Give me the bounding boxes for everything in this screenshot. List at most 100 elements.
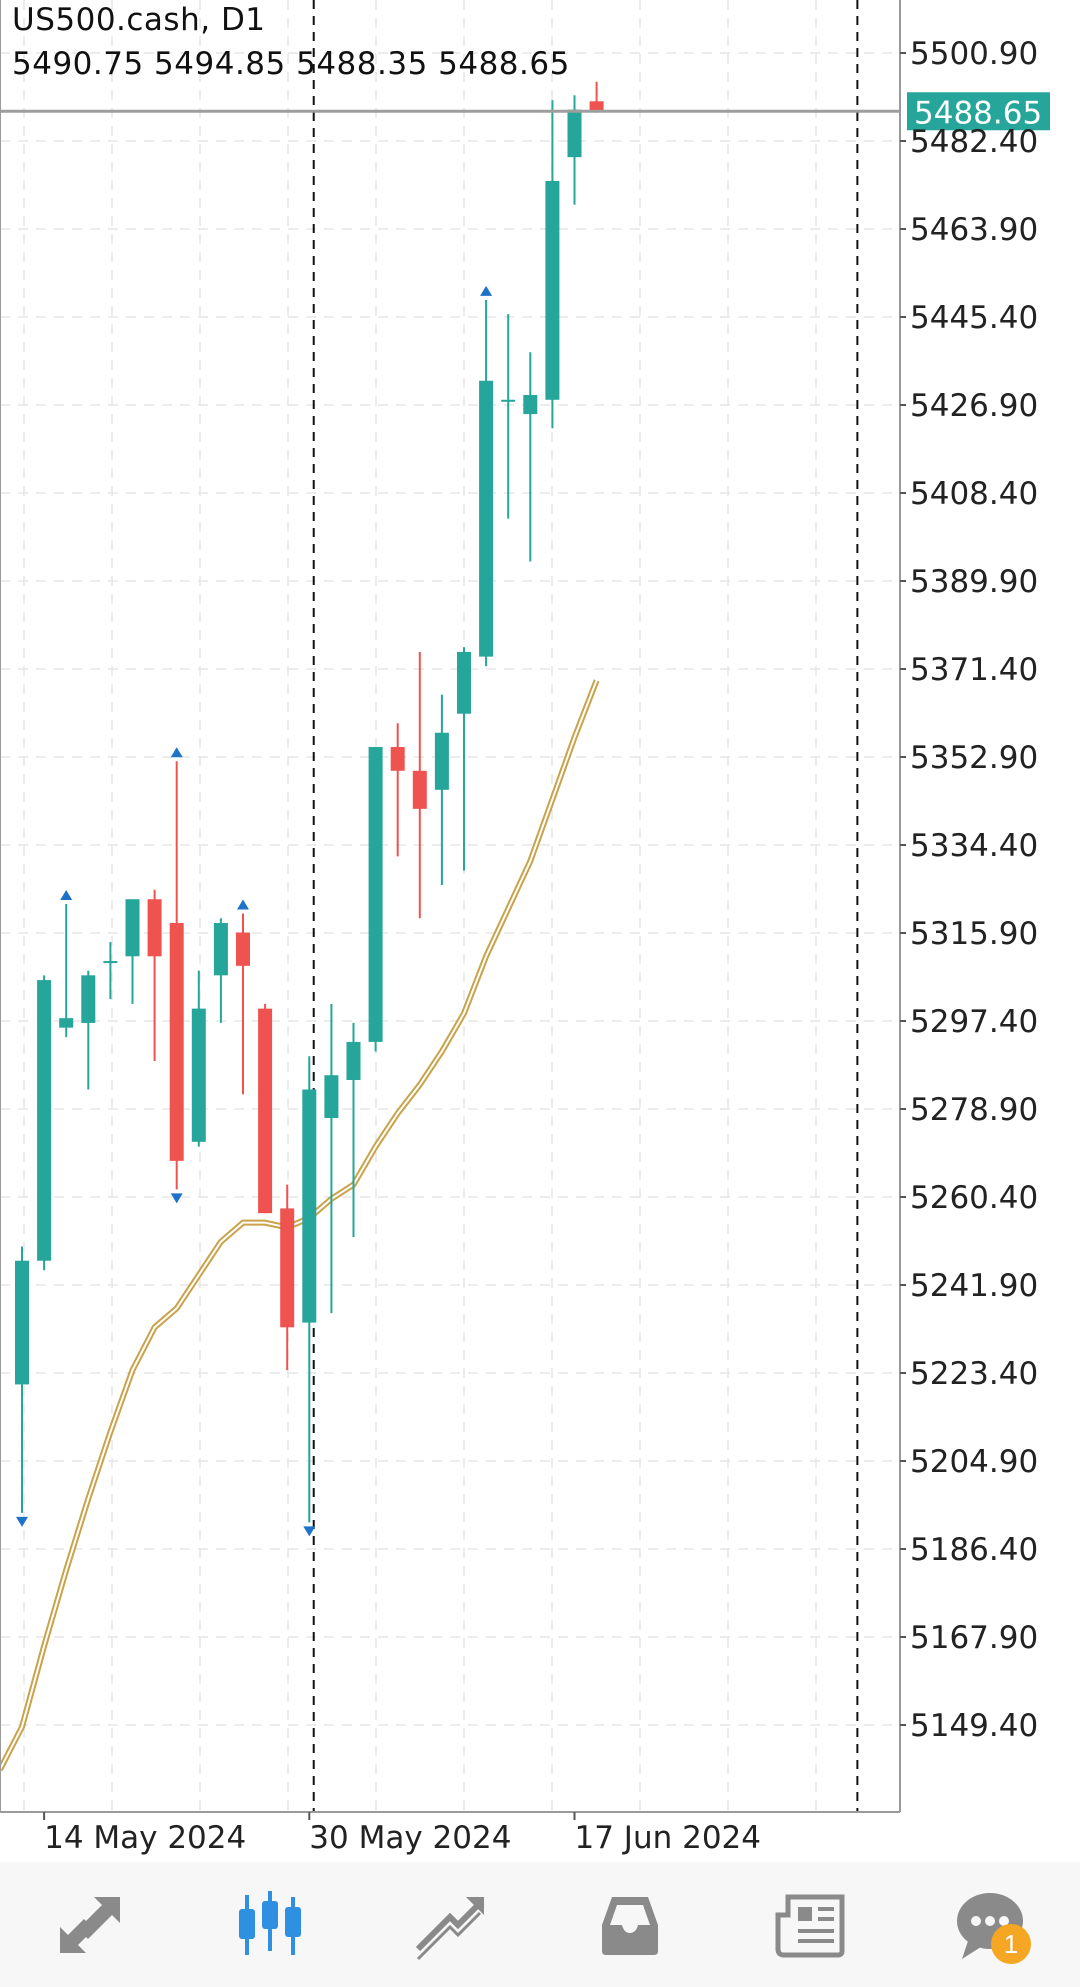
fractal-up-marker — [480, 285, 493, 296]
y-axis-tick-label: 5445.40 — [910, 300, 1038, 336]
candle — [213, 918, 228, 1023]
fractal-down-marker — [170, 1193, 183, 1204]
candle — [457, 647, 471, 871]
fractal-down-marker — [16, 1516, 28, 1527]
messages-badge: 1 — [991, 1923, 1031, 1964]
candle — [103, 942, 118, 1000]
chart-area[interactable]: 5488.65 5149.40 5167.90 5186.40 5204.90 5223… — [0, 0, 1080, 1862]
y-axis-tick-label: 5241.90 — [910, 1268, 1038, 1304]
bottom-navigation-bar: 1 — [0, 1862, 1080, 1987]
y-axis-tick-label: 5482.40 — [910, 124, 1038, 160]
y-axis-tick-label: 5426.90 — [910, 388, 1038, 424]
news-icon — [775, 1894, 845, 1957]
candle-body — [545, 180, 560, 400]
candle-body — [412, 770, 427, 809]
candle-body — [169, 923, 184, 1161]
nav-history-button[interactable] — [565, 1870, 695, 1980]
candle — [412, 651, 427, 919]
y-axis-tick-label: 5352.90 — [910, 740, 1038, 776]
candle-body — [236, 932, 250, 966]
y-axis-tick-label: 5204.90 — [910, 1444, 1038, 1480]
nav-trade-button[interactable] — [385, 1870, 515, 1980]
nav-quotes-button[interactable] — [25, 1870, 155, 1980]
candle-body — [191, 1008, 206, 1142]
candle — [37, 975, 52, 1271]
y-axis-tick-label: 5167.90 — [910, 1620, 1038, 1656]
candle — [59, 903, 74, 1038]
y-axis-tick-label: 5223.40 — [910, 1356, 1038, 1392]
candle — [523, 352, 538, 562]
candle-body — [103, 961, 118, 964]
candle-body — [324, 1075, 339, 1119]
y-axis-tick-label: 5278.90 — [910, 1092, 1038, 1128]
y-axis-tick-label: 5297.40 — [910, 1004, 1038, 1040]
moving-average-line — [0, 679, 600, 1772]
y-axis-tick-label: 5334.40 — [910, 828, 1038, 864]
candle-body — [368, 747, 383, 1042]
moving-average-line-inner — [0, 680, 598, 1771]
y-axis-tick-label: 5408.40 — [910, 476, 1038, 512]
candle — [147, 889, 162, 1061]
candle-body — [15, 1260, 29, 1385]
candle-body — [213, 923, 228, 976]
candle — [191, 970, 206, 1147]
candle — [15, 1246, 29, 1513]
candle — [390, 723, 405, 857]
candle-body — [479, 380, 494, 657]
candle-body — [501, 399, 516, 402]
fractal-up-marker — [60, 889, 73, 900]
candle — [589, 81, 604, 113]
candle — [169, 761, 184, 1190]
fractal-down-marker — [303, 1526, 316, 1537]
candle-body — [457, 651, 471, 714]
candle — [324, 1003, 339, 1314]
nav-messages-button[interactable]: 1 — [925, 1870, 1055, 1980]
y-axis-tick-label: 5260.40 — [910, 1180, 1038, 1216]
x-axis-tick-label: 17 Jun 2024 — [575, 1820, 761, 1856]
candle-body — [59, 1018, 74, 1028]
candlestick-chart[interactable]: 5488.65 5149.40 5167.90 5186.40 5204.90 5223… — [0, 0, 1080, 1862]
candle-body — [280, 1208, 295, 1328]
candle-body — [37, 980, 52, 1261]
y-axis-tick-label: 5389.90 — [910, 564, 1038, 600]
current-price-tag — [907, 92, 1050, 131]
candle — [280, 1184, 295, 1371]
candle-body — [302, 1089, 317, 1323]
candle-body — [567, 109, 582, 158]
candle-body — [589, 101, 604, 112]
candle-body — [523, 395, 538, 415]
current-price-label: 5488.65 — [914, 95, 1042, 131]
symbol-timeframe-label: US500.cash, D1 — [12, 2, 266, 38]
candle-body — [390, 747, 405, 771]
ohlc-values-label: 5490.75 5494.85 5488.35 5488.65 — [12, 46, 570, 82]
nav-news-button[interactable] — [745, 1870, 875, 1980]
candle-body — [125, 899, 140, 957]
candle-body — [258, 1008, 273, 1214]
y-axis-tick-label: 5463.90 — [910, 212, 1038, 248]
x-axis-tick-label: 14 May 2024 — [44, 1820, 246, 1856]
y-axis-tick-label: 5500.90 — [910, 36, 1038, 72]
y-axis-tick-label: 5371.40 — [910, 652, 1038, 688]
y-axis-tick-label: 5315.90 — [910, 916, 1038, 952]
candle-body — [346, 1041, 361, 1080]
quotes-icon — [60, 1896, 120, 1953]
candle — [479, 299, 494, 667]
candle — [501, 314, 516, 519]
x-axis-tick-label: 30 May 2024 — [309, 1820, 511, 1856]
candle — [236, 913, 250, 1095]
candle-body — [147, 899, 162, 957]
trade-icon — [415, 1896, 484, 1960]
candle — [368, 747, 383, 1052]
history-icon — [602, 1896, 658, 1955]
y-axis-tick-label: 5186.40 — [910, 1532, 1038, 1568]
fractal-up-marker — [170, 747, 183, 758]
candle — [545, 100, 560, 429]
fractal-up-marker — [237, 899, 249, 910]
y-axis-tick-label: 5149.40 — [910, 1708, 1038, 1744]
nav-chart-button[interactable] — [205, 1870, 335, 1980]
candle — [125, 899, 140, 1004]
candle — [81, 970, 96, 1090]
candle — [434, 694, 449, 885]
chart-icon — [239, 1890, 301, 1955]
candle — [302, 1056, 317, 1523]
